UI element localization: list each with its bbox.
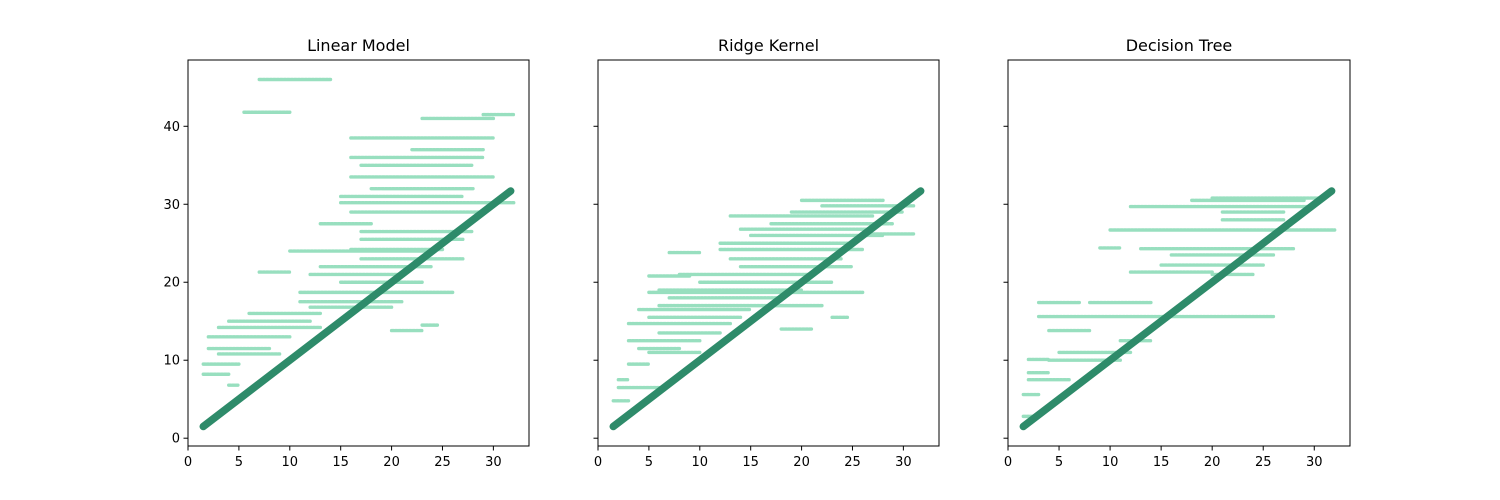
- x-tick-label: 10: [1102, 455, 1119, 470]
- x-tick-label: 0: [184, 455, 192, 470]
- axes-frame: [1007, 59, 1351, 447]
- panel-1: Linear Model 0 5 10 15 20 25 30 0 10 20 30 40: [163, 36, 530, 470]
- x-tick-label: 30: [485, 455, 502, 470]
- y-tick-label: 30: [163, 198, 180, 213]
- x-tick-label: 0: [594, 455, 602, 470]
- plot-area: [199, 77, 516, 431]
- x-tick-label: 20: [1204, 455, 1221, 470]
- x-tick-label: 30: [1306, 455, 1323, 470]
- axes-frame: [597, 59, 940, 447]
- x-tick-label: 25: [1255, 455, 1272, 470]
- x-tick-label: 0: [1004, 455, 1012, 470]
- x-tick-label: 10: [282, 455, 299, 470]
- panel-3: Decision Tree 0 5 10 15 20 25 30: [1003, 36, 1351, 470]
- panel-2: Ridge Kernel 0 5 10 15 20 25 30: [593, 36, 940, 470]
- x-tick-label: 20: [383, 455, 400, 470]
- actual-values-line: [199, 187, 515, 431]
- x-tick-label: 15: [332, 455, 349, 470]
- x-tick-label: 5: [235, 455, 243, 470]
- x-tick-label: 25: [844, 455, 861, 470]
- y-tick-label: 40: [163, 120, 180, 135]
- axes-frame: [187, 59, 530, 447]
- x-tick-label: 5: [645, 455, 653, 470]
- panel-title: Decision Tree: [1126, 36, 1233, 55]
- panel-title: Linear Model: [307, 36, 410, 55]
- y-tick-label: 20: [163, 276, 180, 291]
- y-tick-label: 10: [163, 354, 180, 369]
- y-tick-label: 0: [172, 432, 180, 447]
- actual-values-line: [1019, 187, 1336, 431]
- panel-title: Ridge Kernel: [718, 36, 819, 55]
- x-tick-label: 25: [434, 455, 451, 470]
- plot-area: [1019, 187, 1337, 431]
- plot-area: [609, 187, 925, 431]
- x-tick-label: 20: [793, 455, 810, 470]
- x-tick-label: 15: [742, 455, 759, 470]
- x-tick-label: 5: [1055, 455, 1063, 470]
- actual-values-line: [609, 187, 925, 431]
- x-tick-label: 30: [895, 455, 912, 470]
- x-tick-label: 15: [1153, 455, 1170, 470]
- x-tick-label: 10: [692, 455, 709, 470]
